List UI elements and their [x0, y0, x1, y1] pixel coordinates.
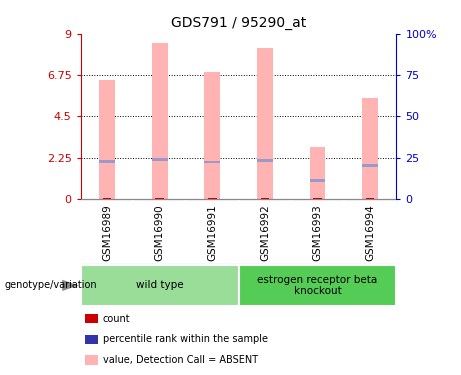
Text: GSM16989: GSM16989	[102, 204, 112, 261]
Bar	[204, 161, 220, 164]
Text: estrogen receptor beta
knockout: estrogen receptor beta knockout	[257, 274, 378, 296]
Title: GDS791 / 95290_at: GDS791 / 95290_at	[171, 16, 306, 30]
Bar	[208, 198, 217, 199]
Bar	[257, 48, 273, 199]
Text: genotype/variation: genotype/variation	[5, 280, 97, 290]
Bar	[310, 179, 325, 182]
Bar	[239, 265, 396, 306]
Bar	[99, 80, 115, 199]
Text: GSM16992: GSM16992	[260, 204, 270, 261]
Bar	[362, 98, 378, 199]
Text: value, Detection Call = ABSENT: value, Detection Call = ABSENT	[103, 355, 258, 365]
Bar	[81, 265, 239, 306]
Bar	[103, 198, 112, 199]
Bar	[366, 198, 374, 199]
Bar	[313, 198, 322, 199]
Bar	[260, 198, 269, 199]
Bar	[155, 198, 164, 199]
Polygon shape	[62, 280, 78, 291]
Bar	[152, 158, 167, 161]
Text: GSM16990: GSM16990	[154, 204, 165, 261]
Text: GSM16991: GSM16991	[207, 204, 217, 261]
Bar	[362, 164, 378, 167]
Bar	[257, 159, 273, 162]
Text: GSM16994: GSM16994	[365, 204, 375, 261]
Text: GSM16993: GSM16993	[313, 204, 323, 261]
Bar	[204, 72, 220, 199]
Text: wild type: wild type	[136, 280, 183, 290]
Text: count: count	[103, 314, 130, 324]
Bar	[152, 43, 167, 199]
Text: percentile rank within the sample: percentile rank within the sample	[103, 334, 268, 344]
Bar	[310, 147, 325, 199]
Bar	[99, 160, 115, 162]
